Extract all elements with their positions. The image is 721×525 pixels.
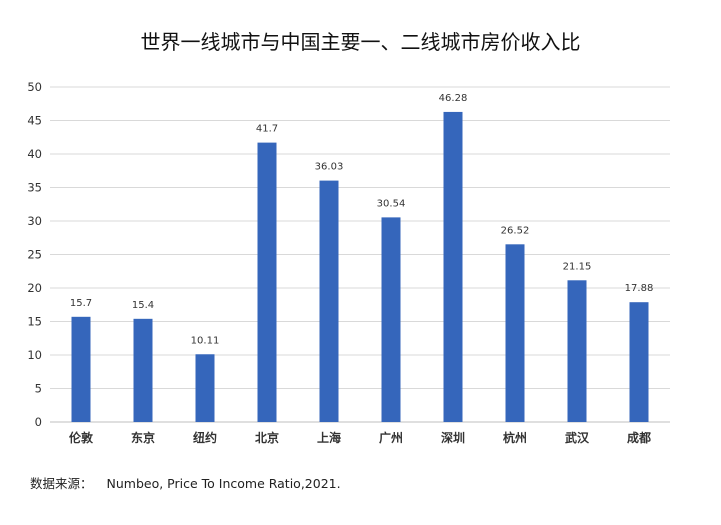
x-tick-label: 上海 — [317, 430, 341, 445]
bars — [71, 111, 649, 423]
data-label: 17.88 — [625, 283, 654, 294]
bar — [319, 180, 339, 422]
x-tick-label: 纽约 — [193, 430, 217, 445]
bar — [195, 354, 215, 422]
data-label: 15.4 — [132, 300, 154, 311]
x-axis-tick-labels: 伦敦 东京 纽约 北京 上海 广州 深圳 杭州 武汉 成都 — [69, 430, 651, 445]
bar — [629, 302, 649, 422]
data-label: 15.7 — [70, 298, 92, 309]
data-label: 26.52 — [501, 225, 530, 236]
y-tick-label: 0 — [35, 415, 42, 429]
y-tick-label: 10 — [27, 348, 42, 362]
source-text: Numbeo, Price To Income Ratio,2021. — [106, 476, 341, 491]
x-tick-label: 深圳 — [441, 430, 465, 445]
data-label: 30.54 — [377, 198, 406, 209]
x-tick-label: 杭州 — [503, 430, 527, 445]
bar — [505, 244, 525, 422]
y-tick-label: 30 — [27, 214, 42, 228]
x-tick-label: 伦敦 — [69, 430, 94, 445]
x-tick-label: 成都 — [627, 430, 651, 445]
bar — [71, 316, 91, 422]
y-tick-label: 50 — [27, 80, 42, 94]
data-label: 10.11 — [191, 335, 220, 346]
y-tick-label: 20 — [27, 281, 42, 295]
data-labels: 15.7 15.4 10.11 41.7 36.03 30.54 46.28 26.52 21.… — [70, 93, 653, 346]
y-tick-label: 25 — [27, 248, 42, 262]
grid-lines — [50, 86, 670, 423]
data-label: 46.28 — [439, 93, 468, 104]
x-tick-label: 武汉 — [565, 430, 590, 445]
x-tick-label: 东京 — [131, 430, 155, 445]
y-tick-label: 15 — [27, 315, 42, 329]
y-axis-tick-labels: 0 5 10 15 20 25 30 35 40 45 50 — [27, 80, 42, 429]
source-note: 数据来源： Numbeo, Price To Income Ratio,2021… — [30, 473, 341, 492]
bar — [257, 142, 277, 423]
chart-title: 世界一线城市与中国主要一、二线城市房价收入比 — [140, 30, 581, 54]
data-label: 21.15 — [563, 261, 592, 272]
source-label: 数据来源： — [30, 476, 93, 491]
bar — [381, 217, 401, 422]
data-label: 36.03 — [315, 162, 344, 173]
y-tick-label: 35 — [27, 181, 42, 195]
bar — [133, 318, 153, 422]
x-tick-label: 广州 — [379, 430, 403, 445]
y-tick-label: 40 — [27, 147, 42, 161]
y-tick-label: 5 — [35, 382, 42, 396]
bar — [567, 280, 587, 422]
y-tick-label: 45 — [27, 114, 42, 128]
data-label: 41.7 — [256, 124, 278, 135]
x-tick-label: 北京 — [255, 430, 279, 445]
bar — [443, 111, 463, 422]
